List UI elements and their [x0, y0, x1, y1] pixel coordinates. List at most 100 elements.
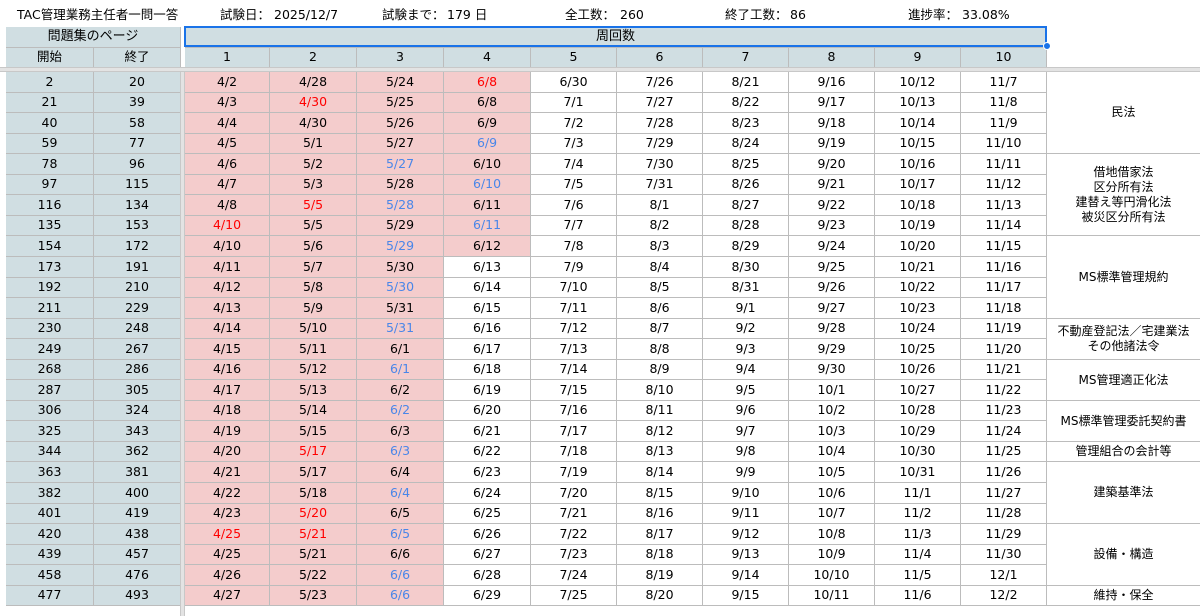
- date-cell[interactable]: 10/23: [875, 298, 961, 319]
- total-work-label[interactable]: 全工数：: [565, 6, 616, 22]
- date-cell[interactable]: 9/3: [703, 339, 789, 360]
- page-end-cell[interactable]: 400: [94, 483, 181, 504]
- date-cell[interactable]: 8/9: [617, 360, 703, 380]
- total-work-value[interactable]: 260: [620, 6, 644, 22]
- date-cell[interactable]: 5/26: [357, 113, 444, 134]
- date-cell[interactable]: 4/25: [185, 524, 270, 545]
- days-until-value[interactable]: 179 日: [447, 6, 488, 22]
- date-cell[interactable]: 6/16: [444, 319, 531, 339]
- date-cell[interactable]: 8/12: [617, 421, 703, 442]
- date-cell[interactable]: 5/27: [357, 134, 444, 154]
- page-end-cell[interactable]: 362: [94, 442, 181, 462]
- date-cell[interactable]: 9/30: [789, 360, 875, 380]
- page-start-cell[interactable]: 325: [6, 421, 94, 442]
- date-cell[interactable]: 8/4: [617, 257, 703, 278]
- date-cell[interactable]: 8/11: [617, 401, 703, 421]
- date-cell[interactable]: 5/3: [270, 175, 357, 195]
- date-cell[interactable]: 4/5: [185, 134, 270, 154]
- page-end-cell[interactable]: 191: [94, 257, 181, 278]
- date-cell[interactable]: 9/22: [789, 195, 875, 216]
- page-start-cell[interactable]: 173: [6, 257, 94, 278]
- date-cell[interactable]: 9/11: [703, 504, 789, 524]
- date-cell[interactable]: 6/28: [444, 565, 531, 586]
- date-cell[interactable]: 7/31: [617, 175, 703, 195]
- cycle-header-2[interactable]: 2: [270, 48, 357, 68]
- date-cell[interactable]: 8/2: [617, 216, 703, 236]
- date-cell[interactable]: 10/2: [789, 401, 875, 421]
- page-end-cell[interactable]: 476: [94, 565, 181, 586]
- date-cell[interactable]: 4/19: [185, 421, 270, 442]
- date-cell[interactable]: 4/16: [185, 360, 270, 380]
- date-cell[interactable]: 5/31: [357, 319, 444, 339]
- date-cell[interactable]: 6/3: [357, 421, 444, 442]
- date-cell[interactable]: 6/18: [444, 360, 531, 380]
- date-cell[interactable]: 10/16: [875, 154, 961, 175]
- date-cell[interactable]: 4/25: [185, 545, 270, 565]
- date-cell[interactable]: 8/6: [617, 298, 703, 319]
- date-cell[interactable]: 9/1: [703, 298, 789, 319]
- date-cell[interactable]: 11/21: [961, 360, 1047, 380]
- date-cell[interactable]: 5/9: [270, 298, 357, 319]
- date-cell[interactable]: 7/4: [531, 154, 617, 175]
- date-cell[interactable]: 4/13: [185, 298, 270, 319]
- date-cell[interactable]: 9/17: [789, 93, 875, 113]
- date-cell[interactable]: 7/13: [531, 339, 617, 360]
- page-end-cell[interactable]: 457: [94, 545, 181, 565]
- date-cell[interactable]: 10/20: [875, 236, 961, 257]
- page-end-cell[interactable]: 96: [94, 154, 181, 175]
- date-cell[interactable]: 10/10: [789, 565, 875, 586]
- date-cell[interactable]: 6/6: [357, 545, 444, 565]
- page-start-cell[interactable]: 2: [6, 72, 94, 93]
- page-end-cell[interactable]: 210: [94, 278, 181, 298]
- pages-header[interactable]: 問題集のページ: [6, 27, 181, 48]
- date-cell[interactable]: 4/22: [185, 483, 270, 504]
- page-end-cell[interactable]: 58: [94, 113, 181, 134]
- page-end-cell[interactable]: 134: [94, 195, 181, 216]
- date-cell[interactable]: 8/31: [703, 278, 789, 298]
- topic-cell[interactable]: 民法: [1047, 72, 1200, 154]
- date-cell[interactable]: 10/12: [875, 72, 961, 93]
- date-cell[interactable]: 9/10: [703, 483, 789, 504]
- date-cell[interactable]: 8/21: [703, 72, 789, 93]
- date-cell[interactable]: 7/23: [531, 545, 617, 565]
- date-cell[interactable]: 5/29: [357, 216, 444, 236]
- date-cell[interactable]: 4/15: [185, 339, 270, 360]
- date-cell[interactable]: 5/12: [270, 360, 357, 380]
- page-end-cell[interactable]: 493: [94, 586, 181, 606]
- date-cell[interactable]: 11/29: [961, 524, 1047, 545]
- date-cell[interactable]: 11/20: [961, 339, 1047, 360]
- page-end-cell[interactable]: 286: [94, 360, 181, 380]
- date-cell[interactable]: 12/2: [961, 586, 1047, 606]
- date-cell[interactable]: 8/27: [703, 195, 789, 216]
- date-cell[interactable]: 6/17: [444, 339, 531, 360]
- date-cell[interactable]: 4/26: [185, 565, 270, 586]
- date-cell[interactable]: 8/28: [703, 216, 789, 236]
- date-cell[interactable]: 8/25: [703, 154, 789, 175]
- date-cell[interactable]: 4/6: [185, 154, 270, 175]
- date-cell[interactable]: 11/18: [961, 298, 1047, 319]
- date-cell[interactable]: 10/25: [875, 339, 961, 360]
- page-start-cell[interactable]: 59: [6, 134, 94, 154]
- page-start-cell[interactable]: 401: [6, 504, 94, 524]
- date-cell[interactable]: 7/27: [617, 93, 703, 113]
- date-cell[interactable]: 6/9: [444, 113, 531, 134]
- date-cell[interactable]: 7/21: [531, 504, 617, 524]
- page-start-cell[interactable]: 249: [6, 339, 94, 360]
- date-cell[interactable]: 11/11: [961, 154, 1047, 175]
- cycle-header-10[interactable]: 10: [961, 48, 1047, 68]
- date-cell[interactable]: 4/7: [185, 175, 270, 195]
- date-cell[interactable]: 9/16: [789, 72, 875, 93]
- date-cell[interactable]: 7/5: [531, 175, 617, 195]
- date-cell[interactable]: 6/21: [444, 421, 531, 442]
- page-start-cell[interactable]: 458: [6, 565, 94, 586]
- date-cell[interactable]: 11/3: [875, 524, 961, 545]
- page-end-cell[interactable]: 438: [94, 524, 181, 545]
- date-cell[interactable]: 7/10: [531, 278, 617, 298]
- date-cell[interactable]: 11/8: [961, 93, 1047, 113]
- date-cell[interactable]: 4/18: [185, 401, 270, 421]
- page-end-cell[interactable]: 381: [94, 462, 181, 483]
- date-cell[interactable]: 11/26: [961, 462, 1047, 483]
- date-cell[interactable]: 5/5: [270, 216, 357, 236]
- sheet-title[interactable]: TAC管理業務主任者一問一答: [17, 6, 179, 22]
- date-cell[interactable]: 6/8: [444, 93, 531, 113]
